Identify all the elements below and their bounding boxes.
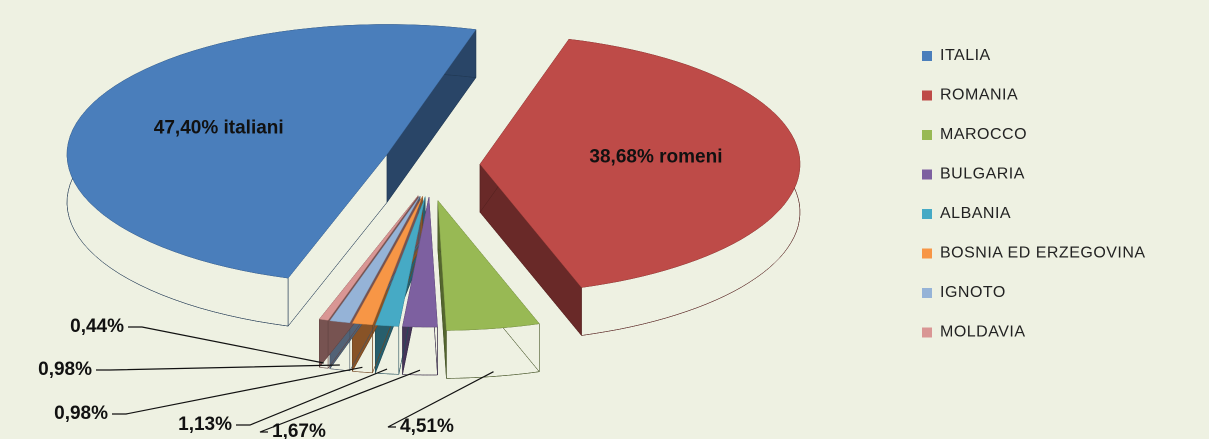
legend-swatch [922, 209, 932, 219]
leader-line [96, 364, 340, 371]
slice [329, 195, 421, 324]
leader-line [387, 371, 494, 428]
legend-label: ALBANIA [940, 205, 1011, 222]
legend-swatch [922, 90, 932, 101]
legend-label: ROMANIA [940, 87, 1018, 104]
legend-label: MOLDAVIA [940, 324, 1026, 341]
data-label: 38,68% romeni [589, 147, 722, 168]
legend-swatch [922, 169, 932, 180]
leader-line [236, 368, 388, 426]
slice [66, 24, 477, 279]
legend-swatch [922, 288, 932, 298]
data-label: 1,67% [272, 421, 326, 439]
slice [374, 196, 426, 327]
legend-label: BOSNIA ED ERZEGOVINA [940, 245, 1146, 262]
legend-swatch [922, 51, 932, 61]
leader-line [112, 366, 363, 415]
slice [437, 199, 540, 331]
data-label: 1,13% [178, 414, 232, 435]
data-label: 0,44% [70, 316, 124, 337]
slice [479, 39, 801, 288]
legend-swatch [922, 130, 932, 140]
data-label: 0,98% [38, 359, 92, 380]
leader-line [259, 369, 421, 433]
data-label: 47,40% italiani [154, 117, 284, 138]
data-label: 0,98% [54, 403, 108, 424]
legend-label: MAROCCO [940, 126, 1027, 143]
leader-line [128, 326, 324, 364]
legend-label: ITALIA [940, 47, 991, 64]
slice [402, 196, 438, 328]
legend-label: IGNOTO [940, 284, 1006, 301]
slice [351, 196, 423, 326]
legend-swatch [922, 327, 932, 338]
data-label: 4,51% [400, 416, 454, 437]
legend-label: BULGARIA [940, 166, 1025, 183]
legend-swatch [922, 248, 932, 259]
slice [318, 195, 419, 321]
